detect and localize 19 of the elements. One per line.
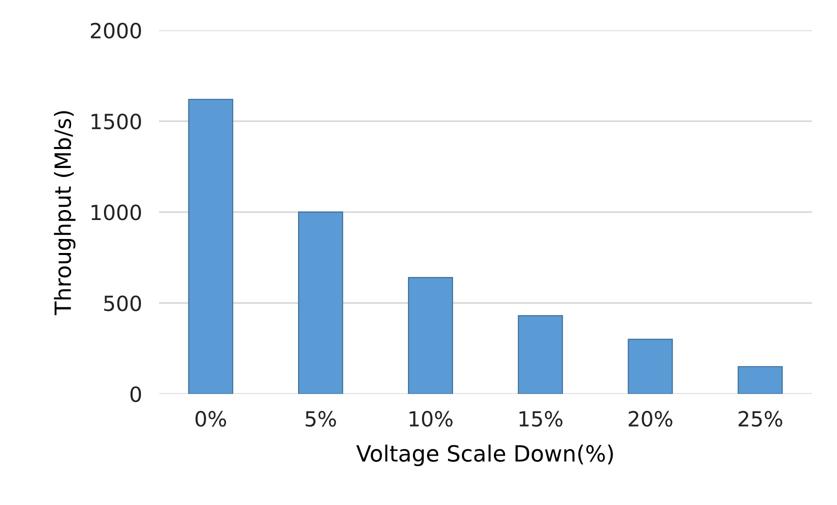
bar: [408, 276, 454, 394]
y-axis-title: Throughput (Mb/s): [54, 111, 76, 316]
bar: [628, 338, 673, 394]
y-tick-label: 1500: [92, 114, 141, 130]
x-tick-label: 20%: [628, 410, 672, 427]
bar: [188, 98, 234, 394]
y-tick-label: 2000: [90, 22, 141, 39]
x-tick-label: 15%: [520, 410, 562, 427]
y-tick-label: 1000: [92, 204, 141, 220]
y-tick-label: 0: [130, 386, 141, 402]
x-axis-title: Voltage Scale Down(%): [356, 444, 613, 466]
x-tick-label: 0%: [196, 410, 226, 427]
x-tick-label: 10%: [410, 410, 453, 427]
bar: [738, 366, 783, 394]
bar: [298, 212, 344, 394]
x-tick-label: 25%: [738, 410, 782, 427]
x-tick-label: 5%: [306, 410, 336, 427]
y-tick-label: 500: [104, 295, 141, 312]
bar: [518, 315, 563, 394]
